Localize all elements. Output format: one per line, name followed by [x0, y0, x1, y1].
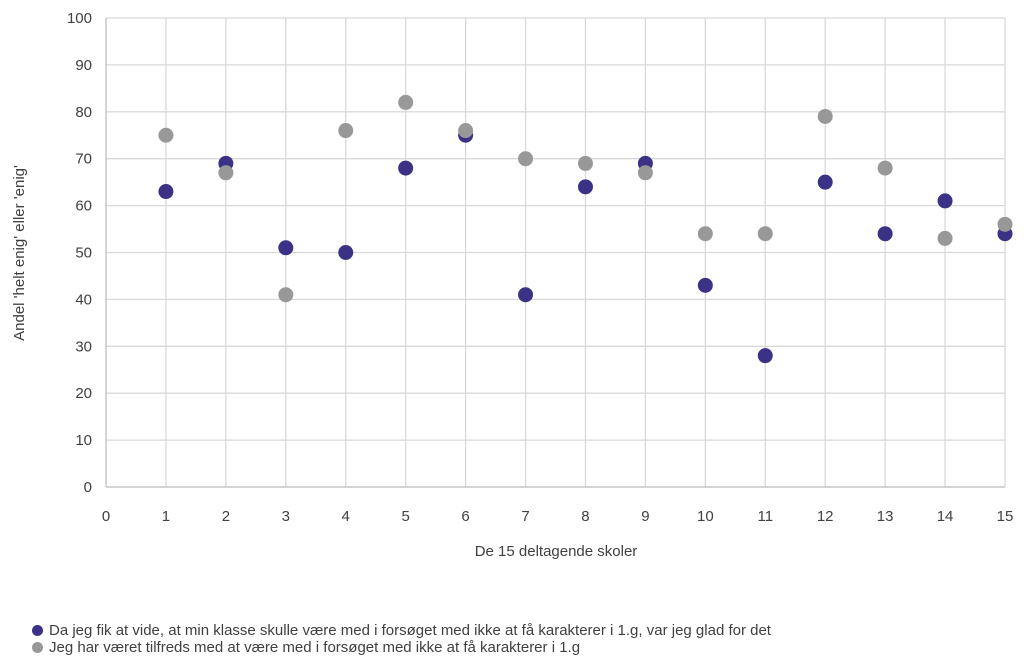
data-point-series-2 — [458, 123, 474, 139]
x-axis-title: De 15 deltagende skoler — [475, 543, 638, 560]
y-tick-label: 0 — [84, 479, 92, 496]
x-tick-label: 7 — [521, 508, 529, 525]
x-tick-label: 0 — [102, 508, 110, 525]
y-tick-label: 10 — [75, 432, 92, 449]
data-point-series-2 — [278, 287, 294, 303]
data-point-series-1 — [877, 226, 893, 242]
x-tick-label: 11 — [757, 508, 773, 525]
y-tick-label: 60 — [75, 198, 92, 215]
data-point-series-2 — [637, 165, 653, 181]
data-point-series-2 — [577, 155, 593, 171]
x-tick-label: 5 — [401, 508, 409, 525]
data-point-series-2 — [338, 123, 354, 139]
data-point-series-1 — [158, 184, 174, 200]
legend-marker-series-2 — [32, 642, 43, 653]
data-point-series-1 — [278, 240, 294, 256]
data-point-series-2 — [937, 230, 953, 246]
x-tick-label: 14 — [937, 508, 954, 525]
data-point-series-2 — [757, 226, 773, 242]
y-tick-label: 50 — [75, 245, 92, 262]
points-layer — [158, 94, 1013, 364]
legend-label-series-2: Jeg har været tilfreds med at være med i… — [49, 639, 581, 656]
data-point-series-2 — [218, 165, 234, 181]
y-axis-title: Andel 'helt enig' eller 'enig' — [11, 165, 28, 341]
y-tick-label: 70 — [75, 151, 92, 168]
data-point-series-1 — [577, 179, 593, 195]
x-tick-label: 6 — [461, 508, 469, 525]
y-tick-label: 80 — [75, 104, 92, 121]
y-tick-label: 20 — [75, 385, 92, 402]
x-tick-label: 4 — [342, 508, 350, 525]
x-tick-label: 12 — [817, 508, 834, 525]
grid-layer — [106, 17, 1006, 488]
x-tick-label: 10 — [697, 508, 714, 525]
data-point-series-2 — [997, 216, 1013, 232]
legend-marker-series-1 — [32, 625, 43, 636]
data-point-series-2 — [697, 226, 713, 242]
x-tick-label: 3 — [282, 508, 290, 525]
data-point-series-1 — [338, 245, 354, 260]
y-tick-label: 40 — [75, 291, 92, 308]
x-tick-label: 8 — [581, 508, 589, 525]
y-tick-label: 100 — [67, 10, 92, 27]
legend-label-series-1: Da jeg fik at vide, at min klasse skulle… — [49, 622, 771, 639]
data-point-series-2 — [817, 108, 833, 124]
legend-item-series-1: Da jeg fik at vide, at min klasse skulle… — [32, 622, 771, 639]
data-point-series-1 — [697, 277, 713, 293]
data-point-series-1 — [937, 193, 953, 209]
y-tick-label: 30 — [75, 338, 92, 355]
data-point-series-1 — [398, 160, 414, 176]
x-tick-label: 2 — [222, 508, 230, 525]
data-point-series-2 — [518, 151, 534, 167]
y-tick-label: 90 — [75, 57, 92, 74]
x-tick-label: 9 — [641, 508, 649, 525]
data-point-series-1 — [518, 287, 534, 303]
x-tick-label: 13 — [877, 508, 894, 525]
data-point-series-1 — [757, 348, 773, 364]
data-point-series-2 — [158, 127, 174, 143]
data-point-series-1 — [817, 174, 833, 190]
x-tick-label: 15 — [997, 508, 1014, 525]
data-point-series-2 — [877, 160, 893, 176]
x-tick-label: 1 — [162, 508, 170, 525]
legend-item-series-2: Jeg har været tilfreds med at være med i… — [32, 639, 580, 656]
data-point-series-2 — [398, 94, 414, 110]
